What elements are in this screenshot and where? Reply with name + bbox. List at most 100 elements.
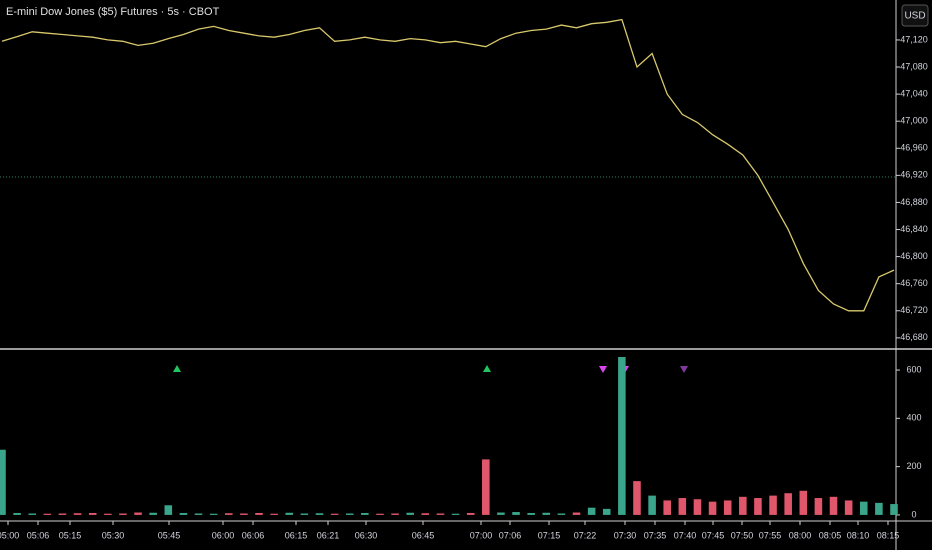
y-tick-label: 47,080 bbox=[900, 61, 928, 71]
price-line bbox=[1, 18, 895, 312]
signal-down bbox=[680, 366, 688, 373]
volume-bar bbox=[875, 502, 883, 515]
volume-bar bbox=[844, 500, 853, 515]
x-tick-label: 06:06 bbox=[242, 530, 265, 540]
volume-bar bbox=[421, 513, 430, 515]
x-tick-label: 07:40 bbox=[674, 530, 697, 540]
y-tick-label: 200 bbox=[906, 461, 921, 471]
volume-bar bbox=[43, 513, 52, 515]
volume-bar bbox=[149, 512, 157, 515]
volume-bar bbox=[0, 449, 6, 515]
volume-bar bbox=[58, 513, 67, 515]
x-tick-label: 05:45 bbox=[158, 530, 181, 540]
volume-bar bbox=[663, 500, 671, 515]
volume-bar bbox=[890, 504, 898, 515]
volume-bar bbox=[542, 512, 551, 515]
volume-bar bbox=[255, 512, 263, 515]
y-tick-label: 0 bbox=[911, 509, 916, 519]
volume-bar bbox=[497, 512, 505, 515]
y-tick-label: 400 bbox=[906, 413, 921, 423]
y-tick-label: 47,120 bbox=[900, 34, 928, 44]
volume-bar bbox=[436, 513, 445, 515]
signal-up bbox=[483, 365, 491, 372]
volume-bar bbox=[708, 501, 717, 515]
signal-down bbox=[599, 366, 607, 373]
x-tick-label: 06:15 bbox=[285, 530, 308, 540]
volume-bar bbox=[693, 499, 702, 515]
signal-up bbox=[173, 365, 181, 372]
volume-bar bbox=[345, 513, 354, 515]
volume-bar bbox=[88, 512, 97, 515]
x-tick-label: 08:00 bbox=[789, 530, 812, 540]
x-tick-label: 07:15 bbox=[538, 530, 561, 540]
volume-bar bbox=[164, 505, 173, 515]
volume-bar bbox=[633, 481, 641, 515]
x-tick-label: 07:06 bbox=[499, 530, 522, 540]
y-tick-label: 46,760 bbox=[900, 278, 928, 288]
volume-bar bbox=[829, 496, 838, 515]
volume-bar bbox=[512, 512, 520, 515]
volume-bar bbox=[602, 508, 611, 515]
volume-bar bbox=[678, 498, 687, 515]
volume-bar bbox=[270, 513, 278, 515]
y-tick-label: 46,920 bbox=[900, 170, 928, 180]
y-tick-label: 46,680 bbox=[900, 332, 928, 342]
volume-bar bbox=[799, 490, 808, 515]
volume-bar bbox=[754, 498, 762, 515]
y-tick-label: 46,960 bbox=[900, 143, 928, 153]
x-tick-label: 07:55 bbox=[759, 530, 782, 540]
x-tick-label: 06:00 bbox=[212, 530, 235, 540]
volume-bar bbox=[391, 513, 399, 515]
x-tick-label: 06:30 bbox=[355, 530, 378, 540]
volume-bar bbox=[527, 512, 535, 515]
currency-label[interactable]: USD bbox=[904, 11, 925, 22]
volume-bar bbox=[451, 513, 460, 515]
volume-bar bbox=[739, 496, 747, 515]
volume-bar bbox=[814, 498, 823, 515]
volume-bar bbox=[618, 357, 626, 515]
y-tick-label: 600 bbox=[906, 364, 921, 374]
x-tick-label: 06:45 bbox=[412, 530, 435, 540]
volume-bar bbox=[13, 512, 21, 515]
currency-button[interactable] bbox=[901, 4, 929, 27]
volume-bar bbox=[315, 513, 324, 515]
x-tick-label: 06:21 bbox=[317, 530, 340, 540]
volume-bar bbox=[376, 513, 384, 515]
x-tick-label: 07:00 bbox=[470, 530, 493, 540]
volume-bar bbox=[769, 495, 777, 515]
x-tick-label: 05:15 bbox=[59, 530, 82, 540]
volume-bar bbox=[557, 513, 566, 515]
volume-bar bbox=[194, 513, 203, 515]
x-tick-label: 07:35 bbox=[644, 530, 667, 540]
x-tick-label: 07:45 bbox=[702, 530, 725, 540]
volume-bar bbox=[361, 512, 369, 515]
volume-bar bbox=[330, 513, 339, 515]
volume-bar bbox=[179, 512, 188, 515]
x-tick-label: 08:10 bbox=[847, 530, 870, 540]
x-tick-label: 05:30 bbox=[102, 530, 125, 540]
x-tick-label: 07:22 bbox=[574, 530, 597, 540]
volume-bar bbox=[225, 513, 233, 515]
volume-bar bbox=[784, 493, 792, 515]
y-tick-label: 47,040 bbox=[900, 88, 928, 98]
volume-bar bbox=[482, 459, 490, 515]
x-tick-label: 05:00 bbox=[0, 530, 19, 540]
chart-title: E-mini Dow Jones ($5) Futures · 5s · CBO… bbox=[6, 6, 220, 18]
x-tick-label: 08:05 bbox=[819, 530, 842, 540]
y-tick-label: 46,840 bbox=[900, 224, 928, 234]
volume-bar bbox=[587, 507, 596, 515]
y-tick-label: 47,000 bbox=[900, 116, 928, 126]
volume-bar bbox=[73, 513, 82, 515]
volume-bar bbox=[28, 513, 37, 515]
volume-bar bbox=[572, 512, 581, 515]
volume-bar bbox=[406, 512, 414, 515]
volume-bar bbox=[466, 512, 475, 515]
x-tick-label: 08:15 bbox=[877, 530, 900, 540]
x-tick-label: 07:50 bbox=[731, 530, 754, 540]
volume-bar bbox=[240, 513, 248, 515]
volume-bar bbox=[209, 513, 218, 515]
volume-bar bbox=[134, 512, 142, 515]
volume-bar bbox=[859, 501, 868, 515]
